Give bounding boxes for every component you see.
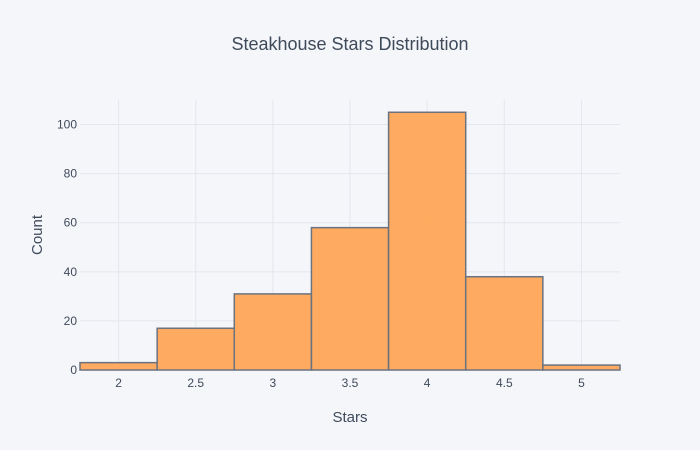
histogram-bar — [542, 364, 621, 371]
x-tick-label: 2.5 — [187, 376, 204, 390]
x-tick-label: 2 — [115, 376, 122, 390]
histogram-bar — [79, 361, 158, 371]
histogram-bar — [310, 226, 390, 371]
y-tick-label: 40 — [64, 265, 78, 279]
x-tick-label: 5 — [578, 376, 585, 390]
x-axis-label: Stars — [332, 409, 367, 426]
y-axis-label: Count — [29, 214, 46, 255]
y-tick-label: 20 — [64, 314, 78, 328]
chart-title: Steakhouse Stars Distribution — [231, 34, 468, 54]
y-tick-label: 60 — [64, 216, 78, 230]
axis-ticks: 2 2.5 3 3.5 4 4.5 5 0 20 40 60 80 100 — [57, 118, 585, 390]
x-tick-label: 4.5 — [496, 376, 513, 390]
y-tick-label: 0 — [70, 363, 77, 377]
histogram-bar — [156, 327, 236, 371]
y-tick-label: 80 — [64, 167, 78, 181]
x-tick-label: 3.5 — [342, 376, 359, 390]
y-tick-label: 100 — [57, 118, 77, 132]
gridlines — [80, 100, 620, 371]
x-tick-label: 3 — [270, 376, 277, 390]
bars — [79, 111, 621, 371]
histogram-bar — [464, 275, 544, 371]
histogram-bar — [387, 111, 467, 371]
histogram-bar — [233, 293, 313, 371]
x-tick-label: 4 — [424, 376, 431, 390]
